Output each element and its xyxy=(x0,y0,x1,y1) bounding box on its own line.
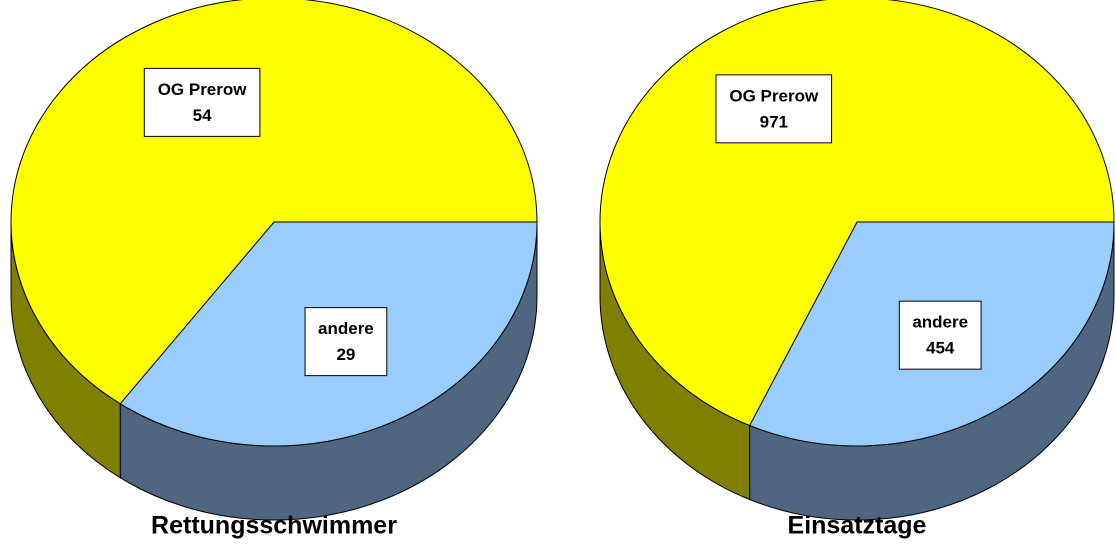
label-box xyxy=(143,67,261,137)
label-box xyxy=(715,74,833,144)
data-label: OG Prerow 54 xyxy=(143,67,261,137)
label-value: 971 xyxy=(760,112,788,131)
chart-title: Einsatztage xyxy=(788,512,927,540)
label-box xyxy=(898,300,982,370)
label-category: OG Prerow xyxy=(158,80,248,99)
label-category: andere xyxy=(912,313,968,332)
data-label: andere 29 xyxy=(304,307,388,377)
data-label: OG Prerow 971 xyxy=(715,74,833,144)
label-category: andere xyxy=(318,319,374,338)
data-label: andere 454 xyxy=(898,300,982,370)
label-value: 454 xyxy=(926,339,955,358)
label-category: OG Prerow xyxy=(729,86,819,105)
chart-title: Rettungsschwimmer xyxy=(151,512,397,540)
slice xyxy=(10,0,538,405)
label-box xyxy=(304,307,388,377)
label-value: 29 xyxy=(336,345,355,364)
label-value: 54 xyxy=(193,106,212,125)
